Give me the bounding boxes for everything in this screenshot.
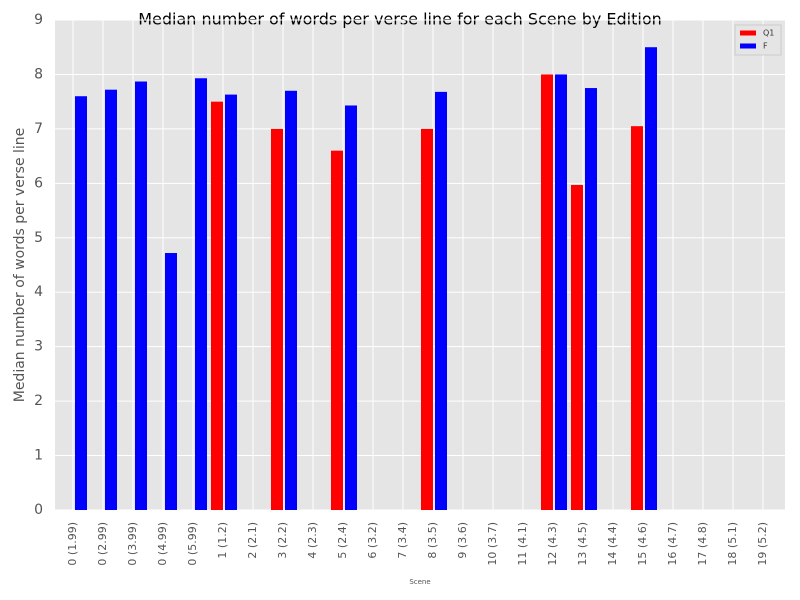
y-tick-label: 9 — [34, 12, 43, 28]
y-tick-label: 2 — [34, 393, 43, 409]
legend-label: Q1 — [763, 29, 774, 38]
x-tick-label: 11 (4.1) — [516, 522, 529, 566]
bar — [195, 78, 207, 510]
legend-swatch — [740, 30, 756, 36]
bar — [105, 89, 117, 510]
bar — [571, 184, 583, 510]
legend-label: F — [763, 42, 768, 51]
bar — [225, 94, 237, 510]
y-tick-label: 3 — [34, 339, 43, 355]
x-tick-label: 0 (5.99) — [186, 522, 199, 566]
bar — [135, 81, 147, 511]
y-tick-label: 0 — [34, 502, 43, 518]
x-tick-label: 0 (3.99) — [126, 522, 139, 566]
y-tick-label: 1 — [34, 448, 43, 464]
x-tick-label: 9 (3.6) — [456, 522, 469, 559]
x-tick-label: 7 (3.4) — [396, 522, 409, 559]
x-tick-label: 0 (4.99) — [156, 522, 169, 566]
bar — [555, 74, 567, 510]
x-tick-label: 12 (4.3) — [546, 522, 559, 566]
x-tick-label: 17 (4.8) — [696, 522, 709, 566]
x-tick-label: 0 (2.99) — [96, 522, 109, 566]
x-tick-label: 0 (1.99) — [66, 522, 79, 566]
y-tick-label: 4 — [34, 284, 43, 300]
y-axis-label: Median number of words per verse line — [12, 128, 28, 403]
bar — [211, 101, 223, 511]
bar — [541, 74, 553, 510]
bar — [645, 47, 657, 510]
y-tick-label: 8 — [34, 66, 43, 82]
bar — [75, 96, 87, 510]
y-tick-label: 7 — [34, 121, 43, 137]
bar — [165, 253, 177, 510]
x-tick-label: 19 (5.2) — [756, 522, 769, 566]
x-tick-label: 4 (2.3) — [306, 522, 319, 559]
bar — [421, 128, 433, 510]
x-tick-label: 10 (3.7) — [486, 522, 499, 566]
plot-background — [55, 20, 785, 510]
x-tick-label: 14 (4.4) — [606, 522, 619, 566]
x-tick-label: 18 (5.1) — [726, 522, 739, 566]
x-axis-label: Scene — [409, 578, 430, 586]
bar — [285, 90, 297, 511]
x-tick-label: 16 (4.7) — [666, 522, 679, 566]
x-tick-label: 13 (4.5) — [576, 522, 589, 566]
y-tick-label: 5 — [34, 230, 43, 246]
x-tick-label: 3 (2.2) — [276, 522, 289, 559]
x-tick-label: 6 (3.2) — [366, 522, 379, 559]
chart-title: Median number of words per verse line fo… — [138, 10, 662, 29]
bar — [435, 91, 447, 510]
x-tick-label: 15 (4.6) — [636, 522, 649, 566]
y-tick-label: 6 — [34, 175, 43, 191]
bar — [271, 128, 283, 510]
legend-box — [734, 24, 782, 56]
bar — [631, 126, 643, 511]
x-tick-label: 1 (1.2) — [216, 522, 229, 559]
bar — [585, 88, 597, 511]
bar — [345, 105, 357, 510]
x-tick-label: 5 (2.4) — [336, 522, 349, 559]
x-tick-label: 8 (3.5) — [426, 522, 439, 559]
bar — [331, 150, 343, 510]
legend-swatch — [740, 43, 756, 49]
x-tick-label: 2 (2.1) — [246, 522, 259, 559]
